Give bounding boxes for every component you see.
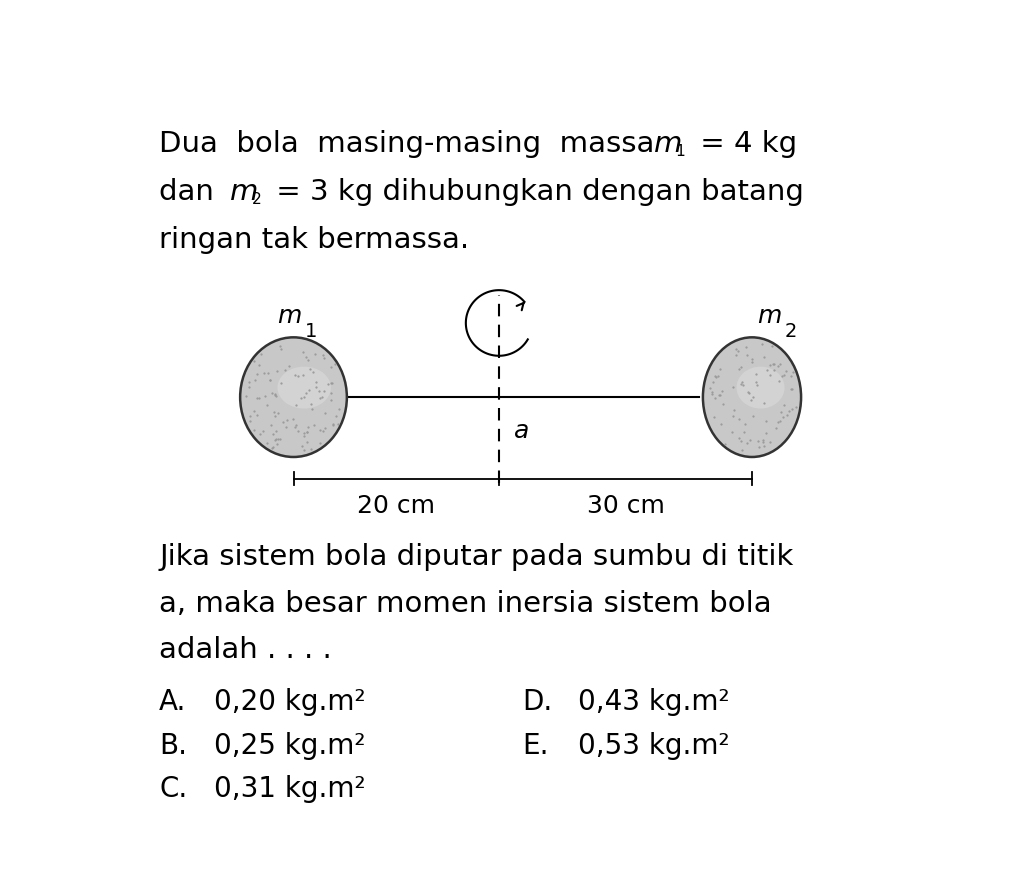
Ellipse shape	[277, 367, 330, 408]
Text: Dua  bola  masing-masing  massa: Dua bola masing-masing massa	[159, 131, 673, 158]
Text: $m$: $m$	[228, 178, 257, 206]
Text: ringan tak bermassa.: ringan tak bermassa.	[159, 226, 469, 254]
Text: = 4 kg: = 4 kg	[691, 131, 797, 158]
Ellipse shape	[702, 337, 800, 457]
Text: 0,53 kg.m²: 0,53 kg.m²	[578, 732, 729, 759]
Text: 0,43 kg.m²: 0,43 kg.m²	[578, 688, 729, 717]
Ellipse shape	[736, 367, 784, 408]
Text: D.: D.	[522, 688, 552, 717]
Text: E.: E.	[522, 732, 548, 759]
Text: $m$: $m$	[756, 304, 782, 328]
Text: B.: B.	[159, 732, 186, 759]
Text: Jika sistem bola diputar pada sumbu di titik: Jika sistem bola diputar pada sumbu di t…	[159, 543, 793, 572]
Text: dan: dan	[159, 178, 232, 206]
Ellipse shape	[239, 337, 346, 457]
Text: $_1$: $_1$	[675, 139, 685, 159]
Text: 20 cm: 20 cm	[357, 494, 435, 518]
Text: A.: A.	[159, 688, 186, 717]
Text: a, maka besar momen inersia sistem bola: a, maka besar momen inersia sistem bola	[159, 590, 771, 618]
Text: 30 cm: 30 cm	[586, 494, 663, 518]
Text: adalah . . . .: adalah . . . .	[159, 637, 331, 664]
Text: $m$: $m$	[652, 131, 681, 158]
Text: C.: C.	[159, 774, 187, 803]
Text: 0,31 kg.m²: 0,31 kg.m²	[214, 774, 366, 803]
Text: = 3 kg dihubungkan dengan batang: = 3 kg dihubungkan dengan batang	[266, 178, 803, 206]
Text: 0,25 kg.m²: 0,25 kg.m²	[214, 732, 366, 759]
Text: 1: 1	[305, 322, 317, 341]
Text: $a$: $a$	[513, 419, 529, 443]
Text: $_2$: $_2$	[251, 186, 261, 207]
Text: 2: 2	[785, 322, 797, 341]
Text: 0,20 kg.m²: 0,20 kg.m²	[214, 688, 366, 717]
Text: $m$: $m$	[277, 304, 302, 328]
